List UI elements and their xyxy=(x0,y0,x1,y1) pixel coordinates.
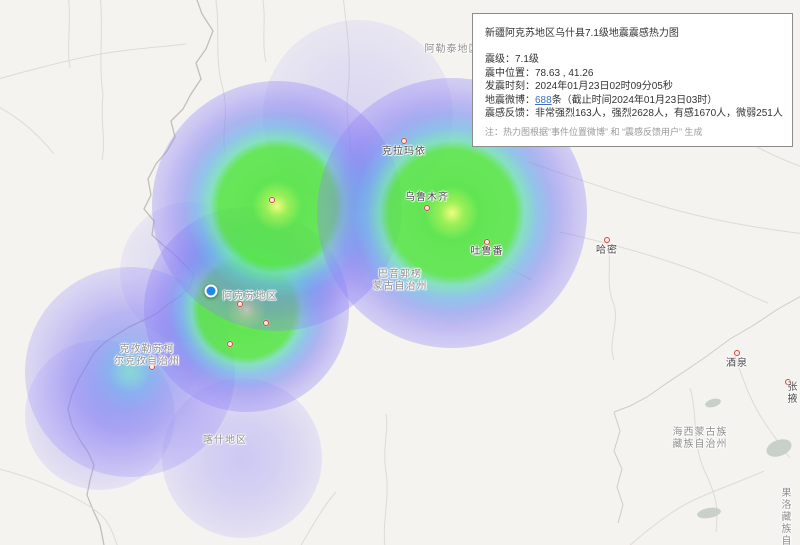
city-dot-5 xyxy=(785,379,791,385)
map-label-karamay: 克拉玛依 xyxy=(382,146,426,157)
epicenter-marker[interactable] xyxy=(204,284,218,298)
epicenter-position-line: 震中位置：78.63 , 41.26 xyxy=(485,67,594,79)
city-dot-7 xyxy=(237,301,243,307)
map-label-haixi: 海西蒙古族 藏族自治州 xyxy=(672,427,728,450)
city-dot-2 xyxy=(484,239,490,245)
map-label-kizilsu: 克孜勒苏柯 尔克孜自治州 xyxy=(114,344,180,367)
city-dot-8 xyxy=(263,320,269,326)
city-dot-3 xyxy=(604,237,610,243)
city-dot-1 xyxy=(424,205,430,211)
weibo-count-suffix: 条（截止时间2024年01月23日03时） xyxy=(551,94,718,106)
map-label-urumqi: 乌鲁木齐 xyxy=(405,192,449,203)
city-dot-6 xyxy=(269,197,275,203)
city-dot-4 xyxy=(734,350,740,356)
city-dot-9 xyxy=(227,341,233,347)
lake-shapes xyxy=(697,398,792,519)
map-label-hami: 哈密 xyxy=(596,245,618,256)
province-border-line xyxy=(613,296,800,524)
weibo-count-link[interactable]: 688 xyxy=(535,94,552,106)
map-label-turpan: 吐鲁番 xyxy=(470,246,504,257)
magnitude-line: 震级：7.1级 xyxy=(485,54,539,65)
map-label-zhangye: 张掖 xyxy=(787,382,799,405)
map-label-bayingolin: 巴音郭楞 蒙古自治州 xyxy=(372,269,428,292)
panel-title: 新疆阿克苏地区乌什县7.1级地震震感热力图 xyxy=(485,28,679,39)
weibo-count-line: 地震微博：688条（截止时间2024年01月23日03时） xyxy=(485,94,780,108)
quake-time-line: 发震时刻：2024年01月23日02时09分05秒 xyxy=(485,81,673,92)
panel-note: 注：热力图根据“事件位置微博” 和 “震感反馈用户” 生成 xyxy=(485,126,703,137)
map-label-aksu: 阿克苏地区 xyxy=(222,291,278,302)
map-label-kashgar: 喀什地区 xyxy=(203,435,247,446)
map-label-jiuquan: 酒泉 xyxy=(726,358,748,369)
map-label-altay: 阿勒泰地区 xyxy=(424,44,480,55)
map-label-golog: 果洛藏族自治州 xyxy=(781,488,793,545)
city-dot-10 xyxy=(149,364,155,370)
weibo-count-prefix: 地震微博： xyxy=(485,94,535,106)
feedback-line: 震感反馈：非常强烈163人，强烈2628人，有感1670人，微弱251人 xyxy=(485,108,783,119)
info-panel: 新疆阿克苏地区乌什县7.1级地震震感热力图 震级：7.1级 震中位置：78.63… xyxy=(472,13,793,147)
city-dot-0 xyxy=(401,138,407,144)
